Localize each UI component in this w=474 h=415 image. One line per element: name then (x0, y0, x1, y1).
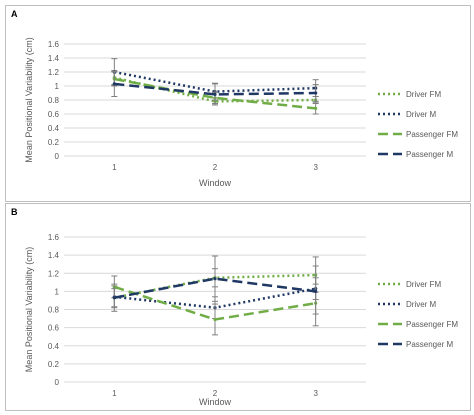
series-line (114, 82, 316, 96)
y-tick-label: 1.4 (48, 54, 60, 63)
chart-panel-b: B 0 0.2 0.4 0.6 0.8 1 1.2 1.4 1.6 1 2 3 Window Mean P… (5, 203, 471, 411)
x-tick-label: 1 (112, 389, 117, 398)
y-tick-label: 0.2 (48, 360, 60, 369)
y-tick-label: 1.6 (48, 233, 60, 242)
panel-label: A (11, 9, 18, 19)
data-point (314, 289, 318, 293)
y-tick-label: 0.8 (48, 96, 60, 105)
x-axis-title: Window (199, 178, 232, 188)
series-line (114, 77, 316, 110)
legend-label: Passenger FM (406, 320, 458, 329)
x-tick-label: 1 (112, 163, 117, 172)
data-point (213, 317, 217, 322)
series-line (114, 76, 316, 103)
y-tick-label: 0.6 (48, 324, 60, 333)
legend-label: Driver FM (406, 90, 441, 99)
legend-label: Passenger M (406, 150, 453, 159)
y-tick-label: 0 (55, 152, 60, 161)
series-line (114, 277, 316, 299)
chart-a-svg: 0 0.2 0.4 0.6 0.8 1 1.2 1.4 1.6 1 2 3 Window Mean Pos… (24, 37, 458, 188)
legend-label: Driver FM (406, 280, 441, 289)
x-axis-title: Window (199, 397, 232, 407)
legend-label: Passenger FM (406, 130, 458, 139)
data-point (314, 91, 318, 95)
y-tick-label: 1.2 (48, 68, 60, 77)
legend-label: Passenger M (406, 340, 453, 349)
x-tick-label: 2 (213, 163, 218, 172)
x-tick-label: 3 (313, 163, 318, 172)
data-point (112, 82, 116, 86)
y-axis-title: Mean Positional Variability (cm) (24, 247, 34, 372)
y-tick-label: 0.2 (48, 138, 60, 147)
x-tick-label: 2 (213, 389, 218, 398)
legend-label: Driver M (406, 110, 437, 119)
data-point (213, 92, 217, 96)
y-tick-label: 1 (55, 287, 60, 296)
y-tick-label: 1.2 (48, 269, 60, 278)
x-tick-label: 3 (313, 389, 318, 398)
legend-label: Driver M (406, 300, 437, 309)
y-tick-label: 1.6 (48, 40, 60, 49)
y-tick-label: 0 (55, 378, 60, 387)
y-tick-label: 0.6 (48, 110, 60, 119)
y-tick-label: 1.4 (48, 251, 60, 260)
chart-b-svg: 0 0.2 0.4 0.6 0.8 1 1.2 1.4 1.6 1 2 3 Window Mean Pos… (24, 233, 458, 407)
y-tick-label: 0.8 (48, 306, 60, 315)
data-point (314, 106, 318, 110)
y-tick-label: 1 (55, 82, 60, 91)
y-tick-label: 0.4 (48, 124, 60, 133)
y-axis-title: Mean Positional Variability (cm) (24, 37, 34, 162)
chart-panel-a: A 0 0.2 0.4 0.6 0.8 1 1.2 1.4 1.6 1 2 3 Window Mean P… (5, 5, 471, 202)
data-point (213, 277, 217, 281)
y-tick-label: 0.4 (48, 342, 60, 351)
data-point (112, 296, 116, 300)
panel-label: B (11, 207, 18, 217)
